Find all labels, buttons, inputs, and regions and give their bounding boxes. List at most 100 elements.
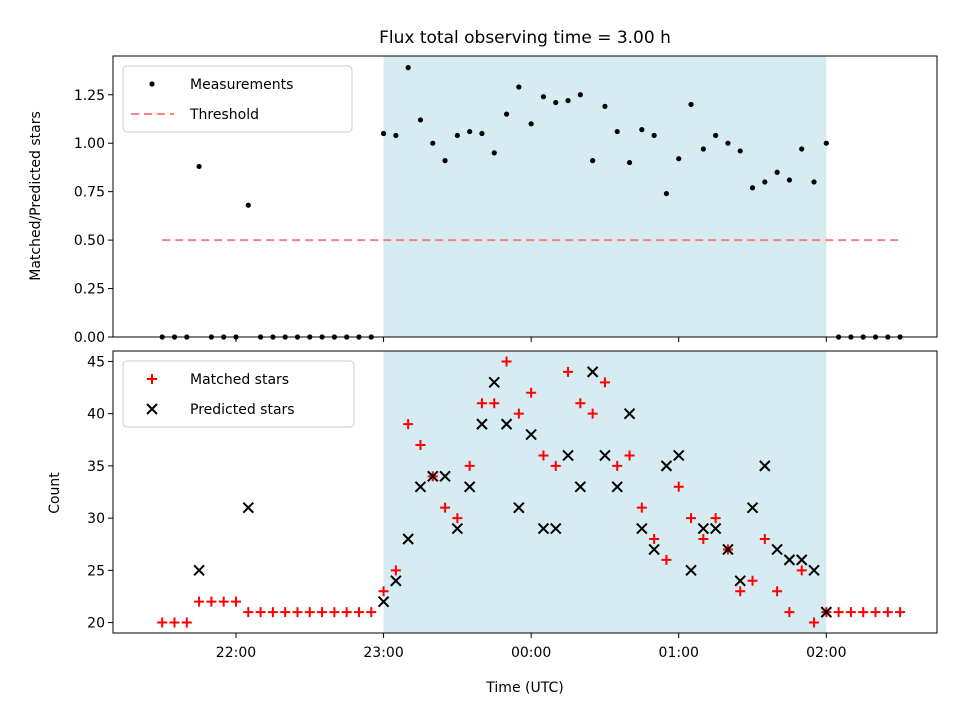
predicted-star-marker [488,376,500,389]
x-tick-label: 00:00 [511,645,551,661]
measurement-point [737,148,743,154]
matched-star-marker [526,387,537,398]
predicted-star-marker [414,481,427,493]
matched-star-marker [366,607,377,618]
measurement-point [528,121,534,127]
measurement-point [762,179,768,185]
matched-star-marker [833,607,844,618]
measurement-point [380,130,387,137]
predicted-star-marker [796,554,808,566]
top-legend: Measurements Threshold [122,65,353,133]
measurement-point [516,84,522,90]
matched-star-marker [206,596,217,607]
measurement-point [454,132,460,139]
measurement-point [602,103,608,109]
matched-star-marker [304,607,315,618]
top-legend-box [122,65,353,133]
matched-star-marker [230,596,241,607]
predicted-star-marker [636,522,648,535]
measurement-point [786,177,793,183]
matched-star-marker [255,607,266,618]
predicted-star-marker [648,543,660,556]
predicted-star-marker [537,522,550,535]
bottom-y-tick-label: 35 [87,459,105,475]
matched-star-marker [353,607,364,618]
matched-star-marker [501,356,512,367]
measurement-point [417,117,424,123]
predicted-star-marker [439,470,451,483]
predicted-star-marker [783,554,796,566]
bottom-y-tick-label: 45 [87,354,105,370]
matched-star-marker [661,554,672,565]
top-observing-window [383,56,827,337]
matched-star-marker [563,366,574,377]
measurement-point [774,169,780,175]
predicted-star-marker [746,501,759,514]
matched-star-marker [169,617,180,628]
predicted-star-marker [599,449,611,462]
measurement-point [811,179,817,185]
bottom-legend-box [122,360,355,428]
predicted-star-marker [697,522,710,535]
predicted-star-marker [402,533,414,545]
predicted-star-marker [722,543,734,556]
measurement-point [479,130,485,137]
predicted-star-marker [574,481,587,493]
top-axes: 0.00 0.25 0.50 0.75 1.00 1.25 Measurements Thre… [74,55,938,346]
predicted-star-marker [759,460,771,472]
bottom-y-tick-label: 40 [87,407,105,423]
predicted-star-marker [586,366,599,378]
measurement-point [430,140,436,146]
top-y-tick-label: 0.00 [74,330,105,346]
matched-star-marker [759,534,770,544]
x-tick-label: 01:00 [659,645,699,661]
top-y-tick-label: 0.75 [74,185,105,201]
predicted-star-marker [734,575,746,587]
predicted-star-marker [771,543,783,556]
matched-star-marker [317,607,328,618]
x-tick-label: 02:00 [806,645,846,661]
matched-star-marker [772,586,783,597]
predicted-star-marker [476,418,488,430]
top-y-tick-label: 0.25 [74,282,105,298]
matched-star-marker [440,502,451,513]
measurement-point [725,140,731,146]
measurement-point [467,128,473,135]
matched-star-marker [599,377,610,388]
legend-label: Threshold [189,107,259,123]
measurement-point [823,140,829,146]
matched-star-marker [489,398,500,409]
predicted-star-marker [451,522,464,535]
measurement-point [688,101,694,108]
bottom-y-tick-label: 30 [87,511,105,527]
predicted-star-marker [500,418,513,430]
matched-star-marker [218,596,229,607]
matched-star-marker [858,607,869,618]
x-tick-label: 22:00 [216,645,256,661]
predicted-star-marker [660,460,673,472]
top-y-tick-label: 1.00 [74,136,105,152]
predicted-star-marker [820,606,833,618]
measurement-point [700,146,706,152]
matched-star-marker [870,607,881,618]
matched-star-marker [243,607,254,618]
matched-star-marker [390,565,401,576]
matched-star-marker [538,450,549,461]
matched-star-marker [882,607,893,618]
matched-star-marker [476,398,487,409]
measurement-point [663,190,670,197]
matched-star-marker [194,596,205,607]
matched-star-marker [575,398,586,409]
legend-label: Measurements [190,77,293,93]
legend-x-icon [146,403,158,415]
matched-star-marker [280,607,291,618]
top-axes-frame [112,55,938,338]
predicted-star-marker [193,564,205,577]
top-y-axis-label: Matched/Predicted stars [28,111,44,281]
matched-star-marker [686,513,697,524]
measurement-point [565,97,571,104]
measurement-point [590,158,596,164]
measurement-point [713,132,719,139]
bottom-y-tick-label: 25 [87,563,105,579]
matched-star-marker [329,607,340,618]
